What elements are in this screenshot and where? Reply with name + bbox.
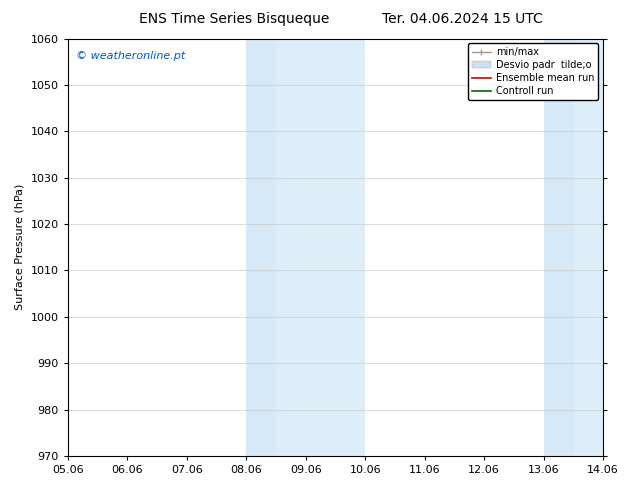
Bar <box>543 39 573 456</box>
Text: ENS Time Series Bisqueque: ENS Time Series Bisqueque <box>139 12 330 26</box>
Text: © weatheronline.pt: © weatheronline.pt <box>75 51 185 61</box>
Bar <box>246 39 276 456</box>
Y-axis label: Surface Pressure (hPa): Surface Pressure (hPa) <box>15 184 25 311</box>
Bar <box>573 39 603 456</box>
Bar <box>276 39 365 456</box>
Legend: min/max, Desvio padr  tilde;o, Ensemble mean run, Controll run: min/max, Desvio padr tilde;o, Ensemble m… <box>468 44 598 100</box>
Text: Ter. 04.06.2024 15 UTC: Ter. 04.06.2024 15 UTC <box>382 12 543 26</box>
